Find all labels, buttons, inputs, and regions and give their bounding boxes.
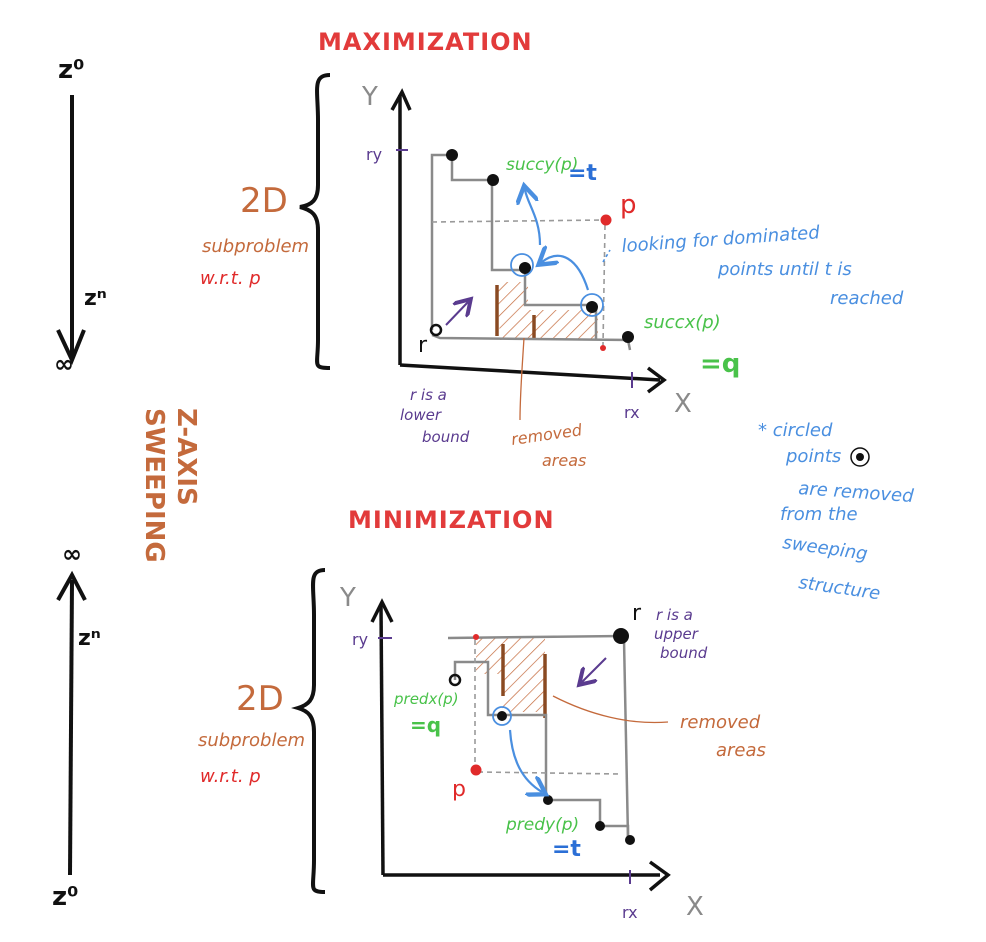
max-r-lower-2: lower xyxy=(400,406,442,424)
min-removed-area xyxy=(476,638,545,712)
min-pred-x: predx(p) xyxy=(393,690,459,708)
max-point-q xyxy=(622,331,634,343)
min-removed-1: removed xyxy=(680,712,761,733)
max-rx-label: rx xyxy=(624,403,640,422)
max-x-label: X xyxy=(674,389,692,419)
brace-top-subproblem: subproblem xyxy=(202,236,309,257)
max-r-label: r xyxy=(418,333,428,358)
sweeping-line-1: Z-AXIS xyxy=(171,408,201,506)
brace-bottom-2d: 2D xyxy=(236,679,284,719)
note-line-6: structure xyxy=(797,572,881,604)
max-y-label: Y xyxy=(361,82,378,112)
min-point-1 xyxy=(448,673,462,687)
min-r-upper-3: bound xyxy=(660,644,708,662)
sweeping-line-2: SWEEPING xyxy=(139,408,169,563)
max-looking-2: points until t is xyxy=(717,259,852,280)
max-removed-area xyxy=(497,282,598,340)
min-rx-label: rx xyxy=(622,903,638,922)
min-point-2 xyxy=(595,821,605,831)
max-ry-label: ry xyxy=(366,145,382,164)
min-pred-y-eq: =t xyxy=(552,837,581,862)
min-point-r xyxy=(613,628,629,644)
title-maximization: MAXIMIZATION xyxy=(318,28,533,56)
note-line-3: are removed xyxy=(798,478,915,507)
min-r-upper-2: upper xyxy=(654,625,699,643)
min-p-label: p xyxy=(452,777,466,802)
max-point-circled-1 xyxy=(519,262,531,274)
max-succ-x: succx(p) xyxy=(644,312,721,333)
z-axis-sweeping-label: Z-AXIS SWEEPING xyxy=(139,408,201,563)
max-r-lower-3: bound xyxy=(422,428,470,446)
brace-top-wrt: w.r.t. p xyxy=(200,268,261,289)
brace-bottom-subproblem: subproblem xyxy=(198,730,305,751)
min-ry-label: ry xyxy=(352,630,368,649)
panel-maximization: 2D subproblem w.r.t. p Y X ry rx xyxy=(200,73,904,470)
max-point-r xyxy=(429,323,443,337)
note-line-1: * circled xyxy=(758,420,833,441)
min-r-upper-1: r is a xyxy=(656,606,693,624)
min-point-circled-q xyxy=(497,711,507,721)
min-point-3 xyxy=(625,835,635,845)
max-looking-3: reached xyxy=(830,288,904,309)
z-axis-top-end: ∞ xyxy=(54,350,74,378)
title-minimization: MINIMIZATION xyxy=(348,506,555,534)
note-line-2: points xyxy=(785,446,841,467)
max-point-1 xyxy=(446,149,458,161)
min-point-p xyxy=(470,764,482,776)
min-y-label: Y xyxy=(339,583,356,613)
brace-bottom-wrt: w.r.t. p xyxy=(200,766,261,787)
max-succ-y: succy(p) xyxy=(506,155,578,175)
min-point-t xyxy=(543,795,553,805)
z-axis-top-mid: zⁿ xyxy=(84,286,107,311)
max-looking-1: looking for dominated xyxy=(621,222,821,257)
max-p-label: p xyxy=(620,190,637,220)
min-pred-y: predy(p) xyxy=(505,815,579,835)
note-circled-points: * circled points are removed from the sw… xyxy=(758,420,915,604)
note-circled-icon xyxy=(850,447,870,467)
z-axis-bottom-start: ∞ xyxy=(62,540,82,568)
z-axis-top-start: z⁰ xyxy=(58,55,85,85)
brace-top xyxy=(299,73,331,370)
min-x-label: X xyxy=(686,892,704,922)
brace-top-2d: 2D xyxy=(240,181,288,221)
max-point-circled-2 xyxy=(586,301,598,313)
min-removed-2: areas xyxy=(716,740,766,761)
min-r-label: r xyxy=(632,601,642,626)
max-succ-x-eq: =q xyxy=(700,349,740,379)
z-axis-bottom-end: z⁰ xyxy=(52,882,79,912)
panel-minimization: 2D subproblem w.r.t. p Y X ry rx xyxy=(198,568,766,922)
max-removed-1: removed xyxy=(510,420,584,449)
z-axis-bottom-mid: zⁿ xyxy=(78,626,101,651)
max-removed-2: areas xyxy=(542,451,586,470)
max-succ-y-eq: =t xyxy=(568,161,597,186)
min-pred-x-eq: =q xyxy=(410,713,441,737)
z-axis-top: z⁰ zⁿ ∞ xyxy=(54,55,107,378)
note-line-4: from the xyxy=(780,504,858,525)
note-line-5: sweeping xyxy=(781,532,869,565)
max-point-p xyxy=(600,214,612,226)
max-r-lower-1: r is a xyxy=(410,386,447,404)
brace-bottom xyxy=(291,568,326,894)
z-axis-bottom: ∞ zⁿ z⁰ xyxy=(52,540,101,912)
max-point-t xyxy=(487,174,499,186)
